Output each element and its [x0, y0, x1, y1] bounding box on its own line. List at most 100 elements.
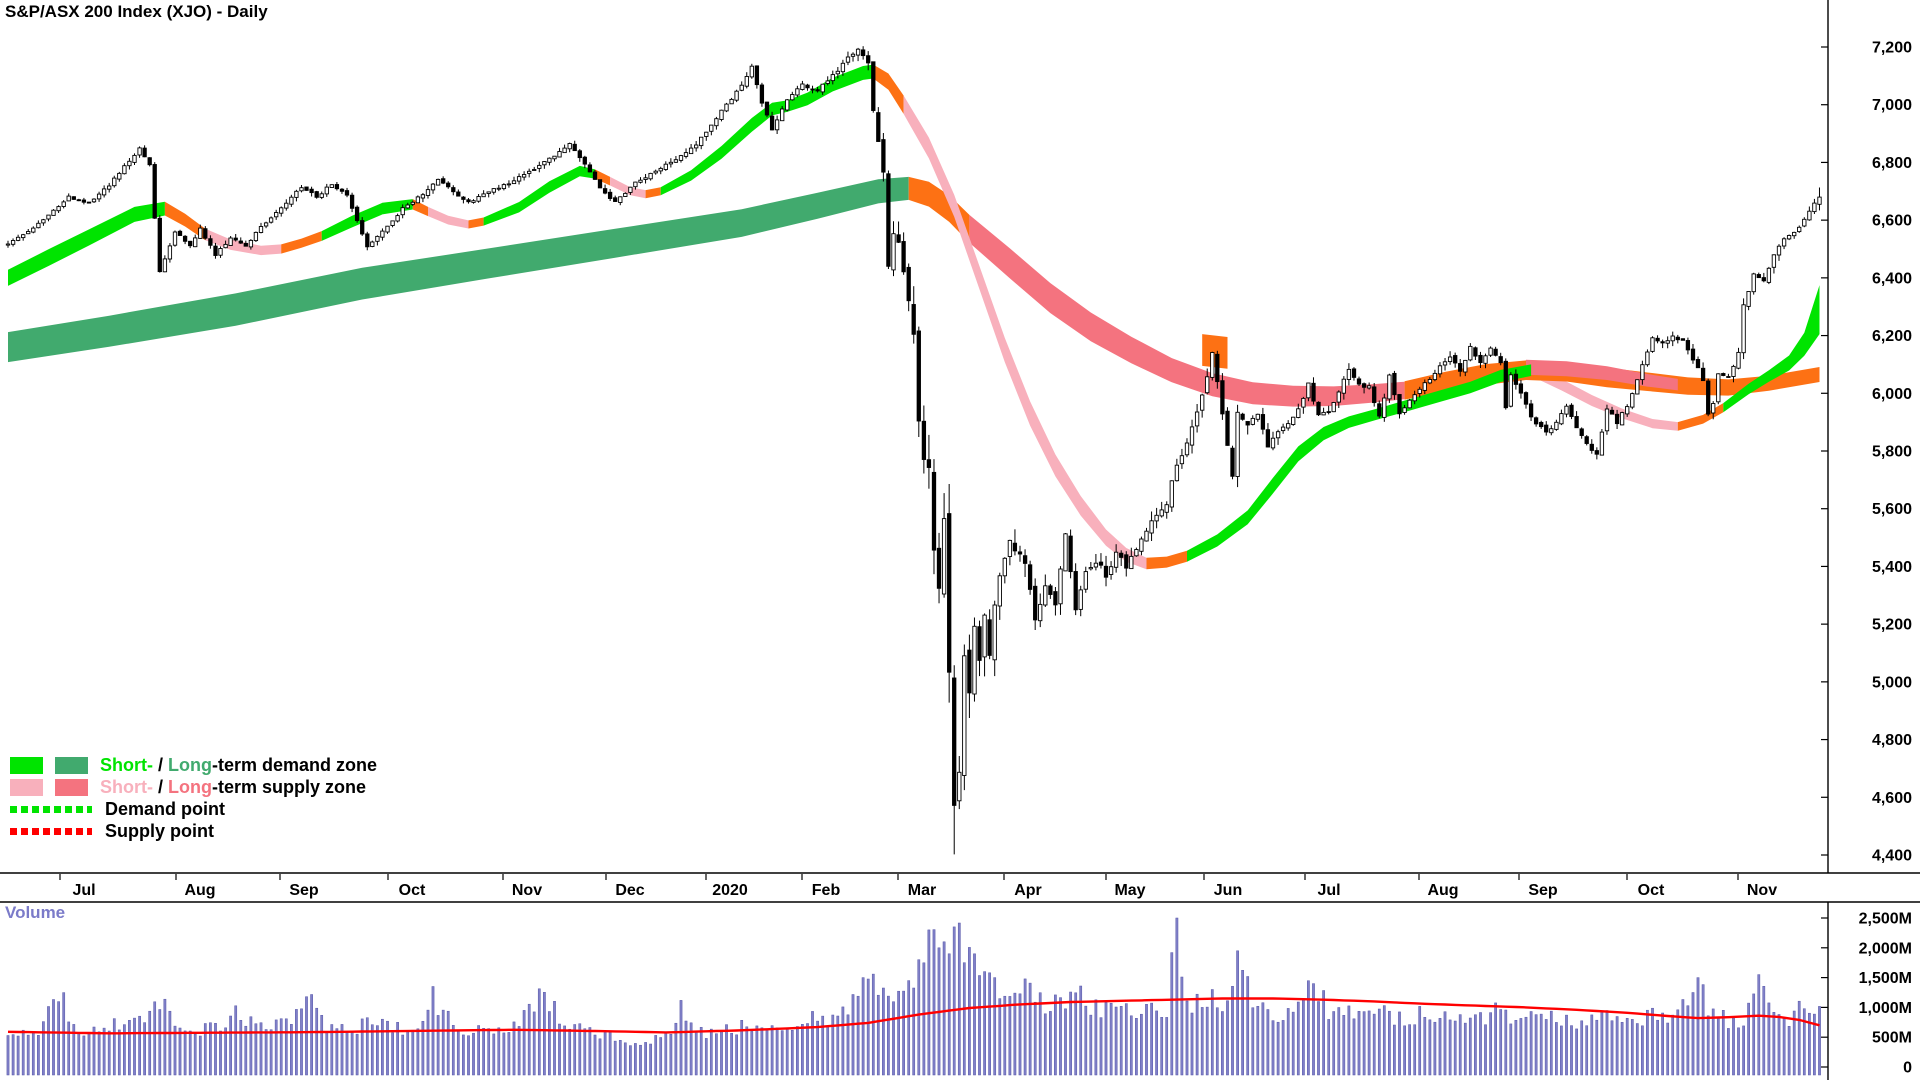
volume-bar [310, 994, 313, 1076]
price-tick-label[interactable]: 5,000 [1872, 674, 1912, 691]
candle-body [1533, 417, 1539, 425]
candle-body [623, 192, 628, 197]
candle-body [719, 109, 724, 120]
candle-body [896, 234, 901, 243]
price-tick-label[interactable]: 6,200 [1872, 328, 1912, 345]
volume-bar [138, 1015, 141, 1076]
candle-body [501, 184, 507, 190]
candle-body [1265, 429, 1271, 448]
x-axis-month-label[interactable]: Jul [1317, 882, 1340, 899]
candle-body [992, 604, 997, 661]
candle-body [223, 243, 228, 249]
volume-tick-label[interactable]: 2,500M [1859, 911, 1912, 928]
price-tick-label[interactable]: 5,800 [1872, 443, 1912, 460]
volume-bar [517, 1026, 521, 1076]
x-axis-month-label[interactable]: Dec [615, 882, 644, 899]
candle-body [304, 186, 309, 191]
candle-body [112, 177, 117, 187]
candle-body [911, 304, 916, 335]
candle-body [1675, 336, 1680, 341]
x-axis-month-label[interactable]: May [1114, 882, 1145, 899]
candle-body [1301, 397, 1306, 408]
x-axis-month-label[interactable]: Nov [512, 882, 542, 899]
price-tick-label[interactable]: 6,600 [1872, 213, 1912, 230]
volume-bar [1782, 1017, 1786, 1076]
candle-body [319, 193, 324, 198]
volume-bar [82, 1035, 86, 1076]
volume-bar [947, 953, 951, 1076]
price-tick-label[interactable]: 7,200 [1872, 40, 1912, 57]
x-axis-month-label[interactable]: Oct [399, 882, 426, 899]
candle-body [511, 180, 517, 185]
volume-bar [1119, 1006, 1123, 1076]
price-tick-label[interactable]: 6,000 [1872, 386, 1912, 403]
candle-body [1817, 196, 1822, 205]
volume-bar [993, 977, 997, 1076]
volume-tick-label[interactable]: 500M [1872, 1030, 1912, 1047]
x-axis-month-label[interactable]: Aug [1427, 882, 1458, 899]
volume-bar [401, 1034, 405, 1076]
volume-bar [274, 1019, 278, 1076]
x-axis-month-label[interactable]: Aug [184, 882, 215, 899]
candle-body [562, 147, 567, 154]
volume-bar [1549, 1010, 1553, 1076]
x-axis-month-label[interactable]: Jul [72, 882, 95, 899]
candle-body [1584, 436, 1589, 444]
price-tick-label[interactable]: 4,400 [1872, 847, 1912, 864]
volume-bar [1727, 1028, 1730, 1076]
volume-tick-label[interactable]: 1,500M [1859, 970, 1912, 987]
x-axis-month-label[interactable]: Oct [1638, 882, 1665, 899]
x-axis-month-label[interactable]: Sep [1528, 882, 1558, 899]
volume-bar [11, 1034, 15, 1076]
candle-body [61, 201, 66, 207]
candle-body [31, 227, 36, 233]
price-tick-label[interactable]: 5,600 [1872, 501, 1912, 518]
price-tick-label[interactable]: 7,000 [1872, 97, 1912, 114]
legend-label-segment: Long [168, 777, 212, 797]
price-tick-label[interactable]: 5,200 [1872, 617, 1912, 634]
candle-body [1119, 552, 1124, 558]
x-axis-month-label[interactable]: Nov [1747, 882, 1777, 899]
candle-body [1068, 535, 1073, 573]
x-axis-month-label[interactable]: Sep [289, 882, 319, 899]
price-tick-label[interactable]: 5,400 [1872, 559, 1912, 576]
volume-bar [441, 1009, 445, 1076]
x-axis-month-label[interactable]: Feb [812, 882, 841, 899]
legend-label: Demand point [105, 799, 225, 820]
candle-body [1599, 431, 1605, 456]
candle-body [486, 191, 491, 194]
candle-body [238, 240, 243, 244]
candle-body [1645, 351, 1650, 366]
x-axis-month-label[interactable]: Apr [1014, 882, 1042, 899]
x-axis-month-label[interactable]: Jun [1214, 882, 1242, 899]
volume-tick-label[interactable]: 1,000M [1859, 1000, 1912, 1017]
x-axis-month-label[interactable]: 2020 [712, 882, 748, 899]
volume-bar [527, 1003, 531, 1076]
candle-body [1604, 408, 1610, 432]
candle-body [1463, 359, 1468, 373]
volume-tick-label[interactable]: 0 [1903, 1060, 1912, 1077]
volume-bar [1772, 1012, 1776, 1076]
candle-body [1781, 238, 1787, 247]
price-tick-label[interactable]: 4,600 [1872, 790, 1912, 807]
volume-bar [411, 1029, 415, 1076]
price-tick-label[interactable]: 6,800 [1872, 155, 1912, 172]
volume-bar [365, 1017, 369, 1076]
candle-body [1453, 355, 1458, 364]
x-axis-month-label[interactable]: Mar [908, 882, 936, 899]
price-tick-label[interactable]: 4,800 [1872, 732, 1912, 749]
volume-bar [1560, 1025, 1563, 1076]
candle-body [1205, 376, 1210, 394]
volume-bar [97, 1031, 101, 1076]
legend-row: Supply point [10, 821, 377, 842]
volume-bar [1307, 980, 1310, 1076]
volume-tick-label[interactable]: 2,000M [1859, 940, 1912, 957]
candle-body [1741, 304, 1746, 354]
volume-bar [376, 1025, 379, 1076]
price-tick-label[interactable]: 6,400 [1872, 270, 1912, 287]
legend-swatch-salmon [55, 779, 88, 796]
candle-body [683, 152, 689, 157]
candle-body [147, 157, 152, 166]
legend-label-segment: Long [168, 755, 212, 775]
